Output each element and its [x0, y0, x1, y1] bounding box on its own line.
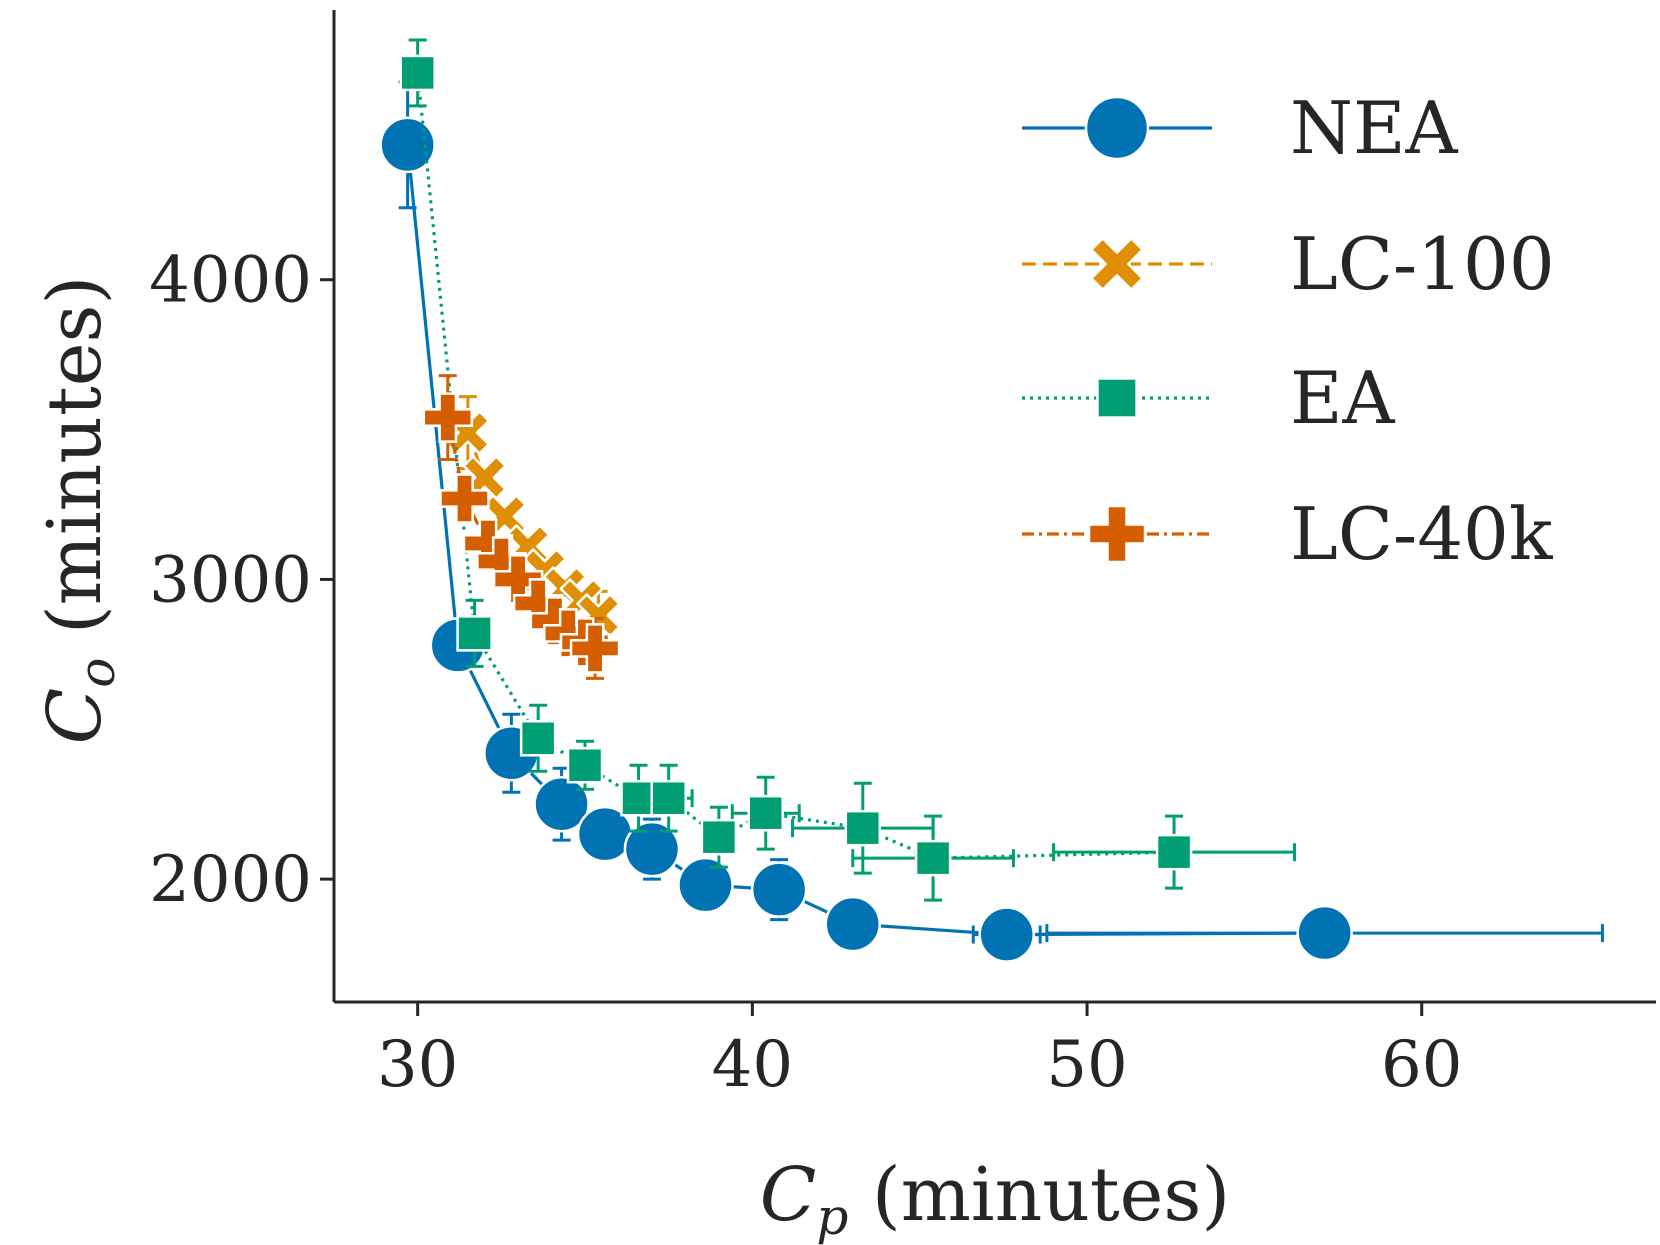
data-point [700, 818, 738, 856]
data-point [623, 820, 681, 878]
legend-marker [1084, 95, 1150, 161]
legend-item-ea: EA [1022, 356, 1396, 440]
x-tick-label: 30 [377, 1028, 458, 1102]
data-point [399, 54, 436, 92]
series-lc-40k [422, 374, 621, 680]
x-tick-label: 50 [1046, 1028, 1127, 1102]
series-line [446, 417, 596, 650]
y-axis-label-unit: (minutes) [32, 276, 118, 634]
legend-marker [1096, 377, 1138, 419]
legend-label: LC-100 [1290, 222, 1555, 306]
series-layer [379, 38, 1604, 963]
x-axis-label-symbol: C [760, 1152, 817, 1238]
data-point [978, 906, 1035, 963]
data-point [620, 779, 657, 817]
legend-item-lc-100: LC-100 [1022, 222, 1555, 306]
ticks: 30 40 50 60 2000 3000 4000 [149, 244, 1462, 1102]
legend: NEA LC-100 EA LC-40k [1022, 86, 1555, 576]
data-point [1155, 833, 1193, 871]
data-point [677, 856, 734, 914]
data-point [566, 746, 604, 784]
data-point [824, 895, 882, 953]
y-tick-label: 4000 [149, 244, 312, 318]
legend-label: LC-40k [1290, 492, 1554, 576]
x-tick-label: 40 [712, 1028, 793, 1102]
y-tick-label: 2000 [149, 843, 312, 917]
y-tick-label: 3000 [149, 543, 312, 617]
data-point [519, 720, 557, 757]
data-point [422, 392, 474, 443]
legend-marker [1087, 504, 1147, 564]
y-axis-label-space [32, 634, 118, 658]
legend-item-nea: NEA [1022, 86, 1459, 170]
data-point [456, 615, 493, 652]
legend-label: NEA [1290, 86, 1459, 170]
y-axis-label: Co (minutes) [32, 276, 126, 745]
data-point [650, 779, 687, 817]
legend-item-lc-40k: LC-40k [1022, 492, 1554, 576]
x-axis-label-unit-text: (minutes) [872, 1152, 1230, 1238]
data-point [914, 839, 952, 877]
data-point [844, 809, 882, 847]
legend-label: EA [1290, 356, 1396, 440]
y-axis-label-subscript: o [68, 658, 126, 688]
axes [332, 10, 1656, 1004]
x-axis-label-subscript: p [816, 1188, 848, 1245]
data-point [533, 775, 590, 833]
data-point [1296, 904, 1353, 962]
data-point [747, 794, 784, 832]
x-tick-label: 60 [1381, 1028, 1462, 1102]
data-point [379, 116, 436, 174]
x-axis-label: Cp (minutes) [760, 1152, 1231, 1245]
legend-marker [1090, 237, 1144, 291]
x-axis-label-unit [848, 1152, 872, 1238]
y-axis-label-symbol: C [32, 688, 118, 745]
data-point [750, 861, 808, 918]
data-point [569, 623, 621, 674]
data-point [439, 473, 490, 524]
series-ea [399, 38, 1297, 902]
